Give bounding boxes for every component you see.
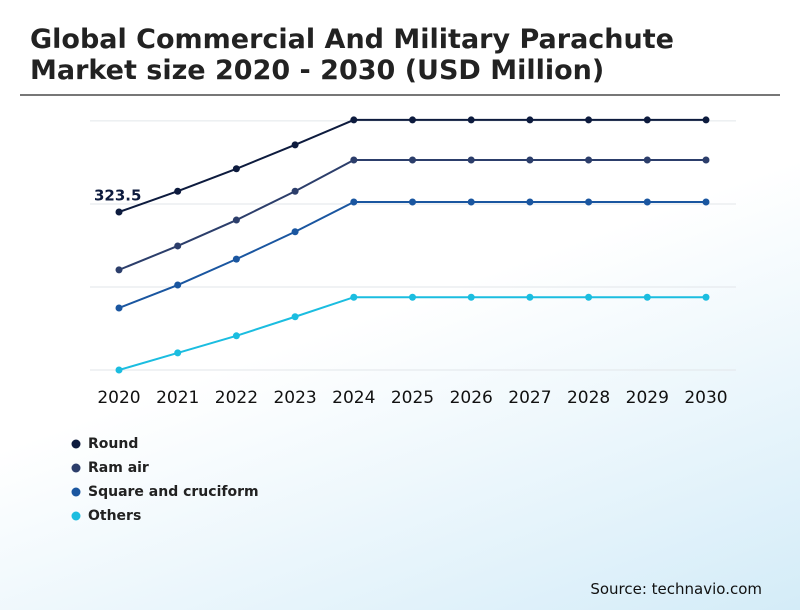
point	[526, 293, 534, 301]
point	[409, 198, 416, 206]
point	[702, 198, 710, 206]
x-tick-label: 2024	[332, 388, 375, 408]
point	[115, 304, 123, 312]
series-line	[118, 296, 706, 371]
point	[467, 156, 475, 164]
point	[643, 293, 651, 301]
point	[115, 266, 123, 274]
point	[585, 293, 593, 301]
point	[232, 165, 240, 173]
point	[174, 349, 182, 357]
x-tick-label: 2027	[508, 388, 551, 408]
x-tick-label: 2023	[273, 388, 316, 408]
point	[350, 293, 358, 301]
x-tick-label: 2021	[156, 388, 199, 408]
point	[409, 156, 416, 164]
point	[467, 116, 475, 124]
point	[174, 281, 182, 289]
legend-label: Square and cruciform	[88, 484, 259, 500]
point	[409, 116, 416, 124]
legend-marker	[71, 439, 81, 449]
point	[643, 116, 651, 124]
point	[174, 242, 182, 250]
legend-marker	[71, 487, 81, 497]
point	[291, 141, 299, 149]
point	[291, 187, 299, 195]
point	[174, 187, 182, 195]
point	[350, 156, 358, 164]
point	[526, 156, 534, 164]
point	[526, 198, 534, 206]
point	[585, 156, 593, 164]
point	[232, 255, 240, 263]
series-line	[118, 118, 706, 213]
x-tick-label: 2029	[626, 388, 669, 408]
point	[232, 216, 240, 224]
point	[291, 228, 299, 236]
series-line	[118, 158, 706, 271]
x-tick-label: 2022	[215, 388, 258, 408]
point	[115, 366, 123, 374]
legend-label: Ram air	[88, 460, 149, 476]
point	[585, 116, 593, 124]
point	[643, 198, 651, 206]
point	[115, 208, 123, 216]
legend-label: Others	[88, 508, 141, 524]
point	[467, 293, 475, 301]
title-rule	[20, 94, 780, 96]
legend-marker	[71, 511, 81, 521]
point	[232, 332, 240, 340]
point	[643, 156, 651, 164]
point	[702, 156, 710, 164]
chart-title: Global Commercial And Military Parachute…	[30, 24, 674, 86]
x-tick-label: 2030	[684, 388, 727, 408]
x-tick-label: 2026	[450, 388, 493, 408]
x-tick-label: 2028	[567, 388, 610, 408]
point	[350, 198, 358, 206]
point	[350, 116, 358, 124]
legend-label: Round	[88, 436, 138, 452]
source: Source: technavio.com	[590, 580, 762, 598]
point	[702, 293, 710, 301]
x-tick-label: 2020	[97, 388, 140, 408]
point	[291, 313, 299, 321]
data-label: 323.5	[94, 187, 141, 205]
point	[526, 116, 534, 124]
legend-marker	[71, 463, 81, 473]
point	[467, 198, 475, 206]
x-tick-label: 2025	[391, 388, 434, 408]
series-line	[118, 200, 706, 309]
point	[702, 116, 710, 124]
point	[409, 293, 416, 301]
point	[585, 198, 593, 206]
